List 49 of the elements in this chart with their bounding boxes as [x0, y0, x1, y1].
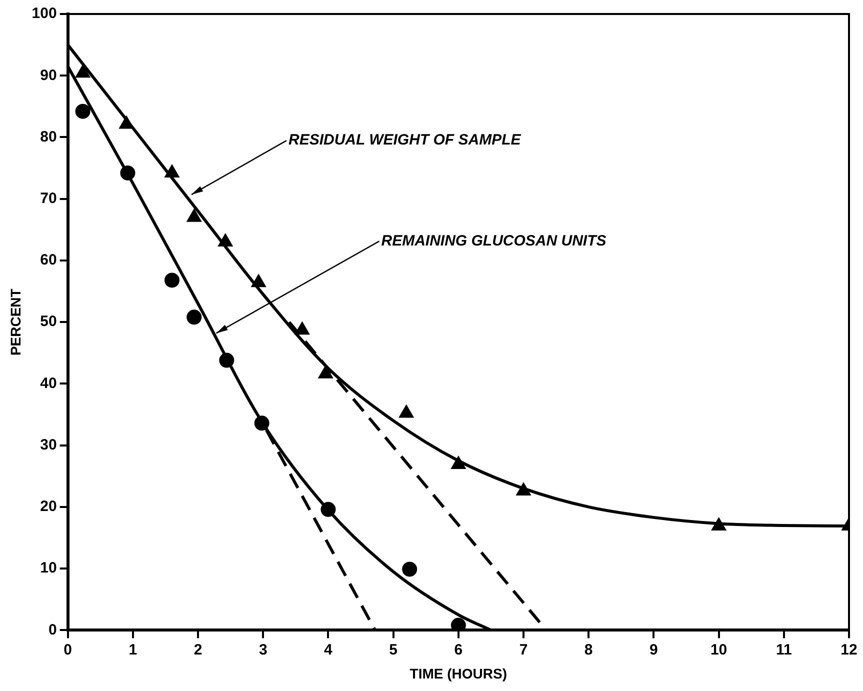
point	[187, 210, 201, 222]
x-tick-label: 8	[584, 641, 593, 658]
y-tick-label: 70	[40, 190, 57, 207]
point	[76, 66, 90, 78]
point	[516, 483, 530, 496]
y-tick-label: 50	[40, 313, 57, 330]
x-tick-label: 12	[840, 641, 858, 658]
x-tick-label: 1	[128, 641, 138, 658]
point	[450, 618, 466, 630]
y-tick-label: 100	[32, 5, 57, 22]
annotation: REMAINING GLUCOSAN UNITS	[381, 232, 606, 250]
x-tick-label: 11	[776, 641, 792, 658]
point	[295, 322, 309, 335]
x-tick-label: 2	[194, 641, 202, 658]
point	[320, 502, 336, 517]
y-tick-label: 90	[40, 66, 57, 84]
point	[712, 518, 726, 531]
x-axis-title: TIME (HOURS)	[410, 665, 508, 682]
x-tick-label: 5	[389, 641, 398, 658]
point	[164, 272, 180, 288]
y-tick-label: 80	[40, 128, 57, 146]
point	[400, 406, 414, 418]
y-axis-title: PERCENT	[7, 288, 24, 356]
x-tick-label: 6	[454, 641, 463, 658]
point	[318, 366, 332, 378]
point	[452, 456, 466, 469]
point	[254, 416, 270, 431]
y-tick-label: 20	[40, 498, 57, 516]
x-tick-label: 10	[710, 641, 728, 658]
y-tick-label: 0	[48, 621, 57, 638]
x-tick-label: 3	[258, 641, 268, 658]
point	[120, 116, 134, 129]
point	[402, 562, 418, 577]
point	[120, 165, 136, 180]
y-tick-label: 40	[40, 374, 57, 392]
point	[218, 234, 232, 246]
point	[219, 352, 234, 368]
y-tick-label: 10	[40, 560, 57, 577]
point	[75, 104, 90, 119]
point	[165, 165, 179, 178]
point	[186, 310, 202, 325]
x-tick-label: 0	[64, 641, 72, 658]
annotation: RESIDUAL WEIGHT OF SAMPLE	[288, 132, 522, 149]
x-tick-label: 4	[324, 641, 334, 658]
y-tick-label: 60	[40, 252, 57, 269]
x-tick-label: 9	[650, 641, 658, 658]
point	[252, 275, 266, 288]
x-tick-label: 7	[519, 641, 528, 658]
y-tick-label: 30	[40, 436, 57, 454]
